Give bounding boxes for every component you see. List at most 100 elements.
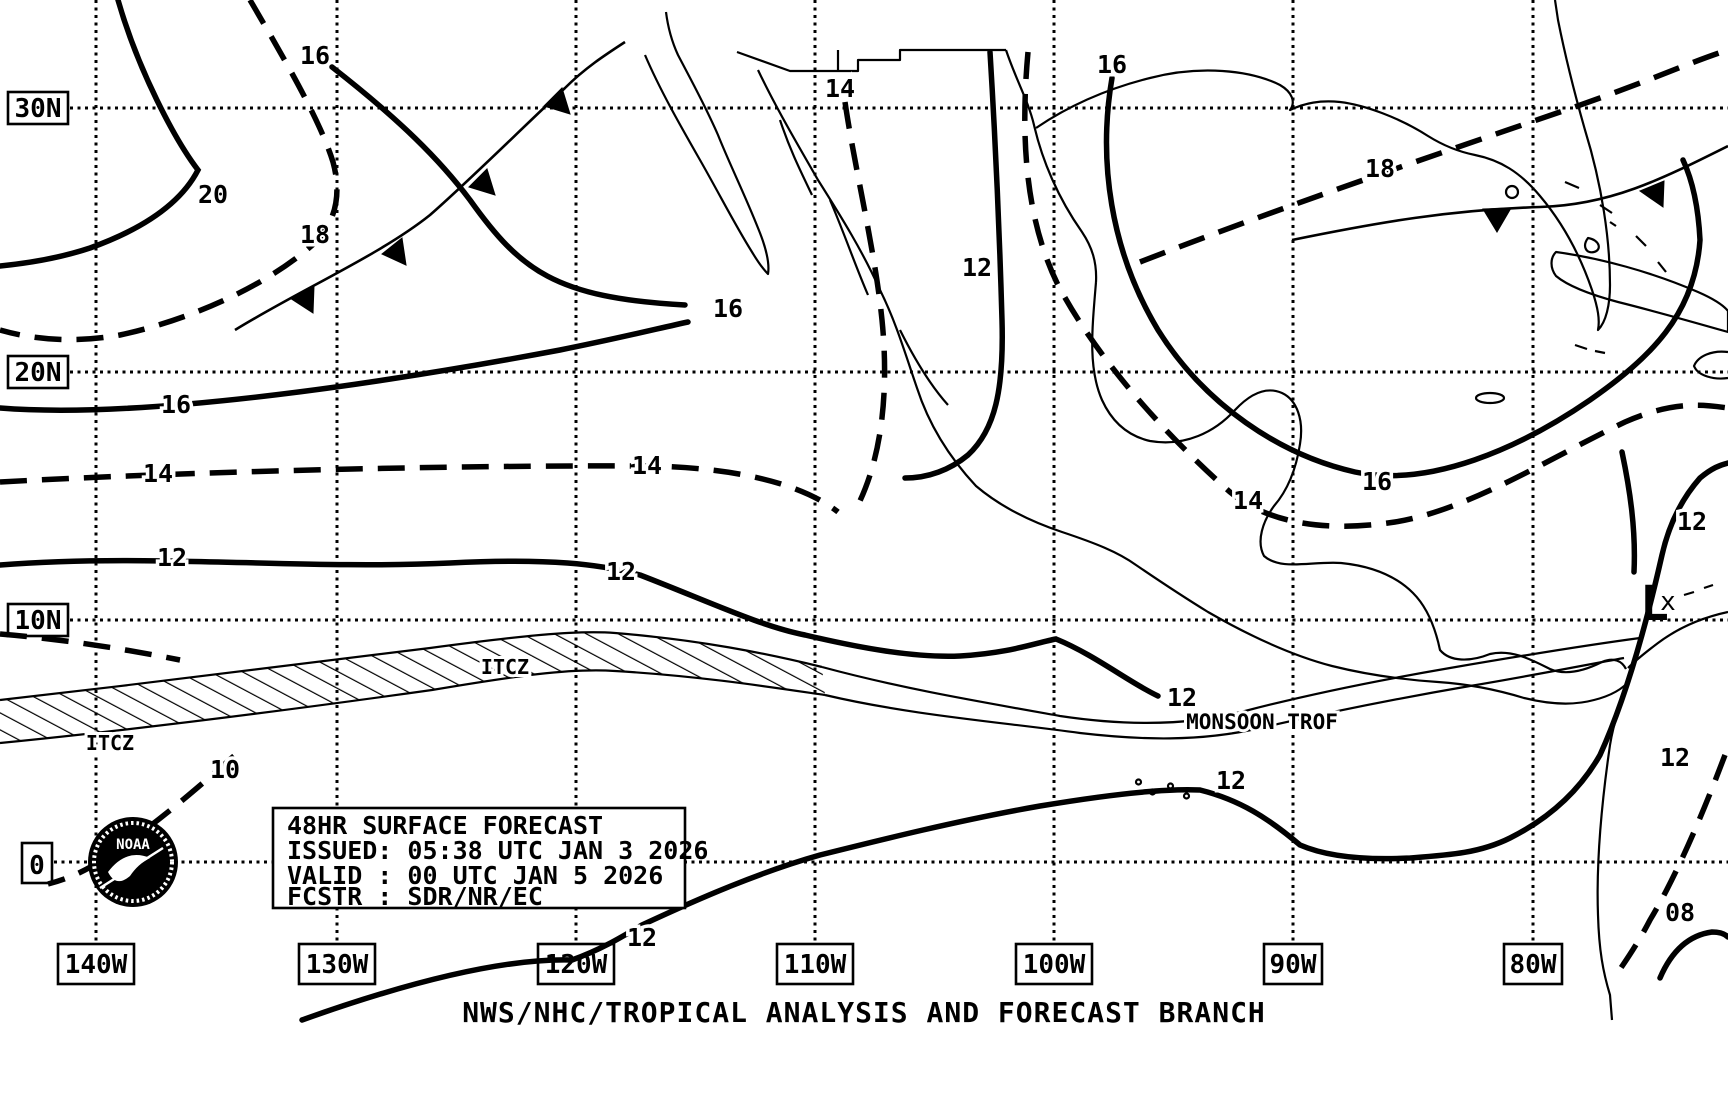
noaa-logo-ring-text	[92, 821, 174, 903]
lon-label-80w: 80W	[1510, 950, 1557, 980]
front-pip-icon	[543, 87, 571, 115]
isobar-label: 12	[1167, 683, 1197, 712]
jamaica	[1474, 391, 1506, 405]
isobar-12-south-sweep	[299, 460, 1728, 1023]
lat-label-20n: 20N	[15, 358, 62, 388]
front-line-atlantic	[1291, 144, 1728, 242]
info-box-fcstr: FCSTR : SDR/NR/EC	[287, 882, 543, 911]
low-pressure-symbol: L	[1640, 576, 1669, 632]
isobar-label: 12	[157, 543, 187, 572]
isobar-label: 12	[627, 923, 657, 952]
front-pip-icon	[381, 237, 407, 266]
noaa-gull-wing	[99, 846, 164, 890]
isobar-12-gulf	[902, 49, 1006, 481]
coastline-us-mexico-border	[736, 48, 1006, 73]
isobar-labels: 16 14 16 20 18 12 16 16 14 14 14 16 12 1…	[139, 38, 1710, 956]
itcz-label-west: ITCZ	[86, 731, 134, 755]
isobars-dashed	[0, 0, 1728, 980]
isobar-16-gulf-caribbean	[1103, 75, 1703, 479]
isobar-label: 20	[198, 180, 228, 209]
info-box-valid: VALID : 00 UTC JAN 5 2026	[287, 861, 663, 890]
isobar-14-gulf-caribbean	[1022, 51, 1728, 529]
itcz-upper-edge	[0, 631, 823, 702]
isobar-label: 14	[1233, 486, 1263, 515]
coastline-baja-california	[643, 11, 770, 276]
isobar-label: 14	[825, 74, 855, 103]
lon-box-80w	[1502, 942, 1564, 986]
isobar-14-mexico	[842, 101, 888, 507]
isobar-12-pacific	[0, 557, 1161, 699]
lon-box-140w	[56, 942, 136, 986]
front-pip-icon	[468, 168, 496, 196]
itcz-label-mid: ITCZ	[481, 655, 529, 679]
front-pip-icon	[1638, 180, 1665, 208]
cold-front-pacific	[234, 40, 626, 332]
monsoon-trof-label: MONSOON TROF	[1186, 710, 1338, 734]
itcz-lower-edge	[0, 669, 826, 745]
isobar-label: 12	[1677, 507, 1707, 536]
florida-keys	[1574, 343, 1606, 355]
isobar-label: 10	[210, 755, 240, 784]
info-box-title: 48HR SURFACE FORECAST	[287, 811, 603, 840]
coastline-gulf-north-florida	[1035, 0, 1612, 332]
mexico-rivers	[778, 119, 949, 406]
isobar-label: 16	[300, 41, 330, 70]
isobar-label: 14	[632, 451, 662, 480]
lat-label-10n: 10N	[15, 606, 62, 636]
isobar-16-pacific-north	[329, 64, 688, 308]
cold-front-atlantic	[1291, 144, 1728, 242]
front-pip-icon	[1482, 207, 1512, 233]
isobar-label: 08	[1665, 898, 1695, 927]
coastlines	[643, 0, 1728, 1021]
isobars-solid	[0, 0, 1728, 1023]
isobar-label: 14	[143, 459, 173, 488]
isobar-16-pacific-south	[0, 319, 691, 413]
lon-box-90w	[1262, 942, 1324, 986]
hispaniola	[1692, 350, 1728, 380]
isobar-label: 16	[161, 390, 191, 419]
isobar-10-caribbean	[1611, 754, 1728, 980]
lat-box-0	[20, 841, 54, 885]
info-box: 48HR SURFACE FORECAST ISSUED: 05:38 UTC …	[271, 806, 708, 911]
lon-box-100w	[1014, 942, 1094, 986]
isobar-label: 18	[1365, 154, 1395, 183]
isobar-18-pacific	[0, 0, 340, 343]
noaa-logo-icon: NOAA	[88, 817, 178, 907]
isobar-label: 16	[1097, 50, 1127, 79]
isobar-label: 12	[962, 253, 992, 282]
isobar-18-atlantic	[1138, 47, 1728, 265]
isobar-10-pacific-west	[0, 631, 181, 663]
coastline-mexico-pacific-central-america	[757, 69, 1631, 705]
lake-okeechobee	[1504, 184, 1520, 200]
isobar-08	[1657, 929, 1728, 981]
lat-box-10n	[6, 602, 70, 638]
lat-box-30n	[6, 90, 70, 126]
lat-box-20n	[6, 354, 70, 390]
trof-caribbean	[1619, 449, 1638, 575]
lon-label-130w: 130W	[306, 950, 369, 980]
lon-label-120w: 120W	[545, 950, 608, 980]
monsoon-trof-lower-line	[824, 656, 1625, 740]
cuba	[1550, 250, 1728, 334]
itcz-hatch-fill	[0, 632, 825, 743]
lon-box-130w	[297, 942, 377, 986]
coastline-yucatan-caribbean	[1091, 281, 1627, 674]
info-box-frame	[271, 806, 687, 910]
isobar-label: 12	[1660, 743, 1690, 772]
itcz-band	[0, 631, 1641, 745]
lon-label-140w: 140W	[65, 950, 128, 980]
info-box-issued: ISSUED: 05:38 UTC JAN 3 2026	[287, 836, 708, 865]
noaa-logo-text: NOAA	[116, 837, 150, 853]
latitude-labels: 30N 20N 10N 0	[6, 90, 70, 885]
lon-label-110w: 110W	[784, 950, 847, 980]
coastline-texas-tamaulipas	[1004, 49, 1098, 283]
longitude-labels: 140W 130W 120W 110W 100W 90W 80W	[56, 942, 1564, 986]
lat-label-0: 0	[29, 851, 45, 881]
lon-label-100w: 100W	[1023, 950, 1086, 980]
lon-label-90w: 90W	[1270, 950, 1317, 980]
lon-box-110w	[775, 942, 855, 986]
isobar-label: 16	[1362, 467, 1392, 496]
lat-label-30n: 30N	[15, 94, 62, 124]
isobar-label: 12	[606, 557, 636, 586]
